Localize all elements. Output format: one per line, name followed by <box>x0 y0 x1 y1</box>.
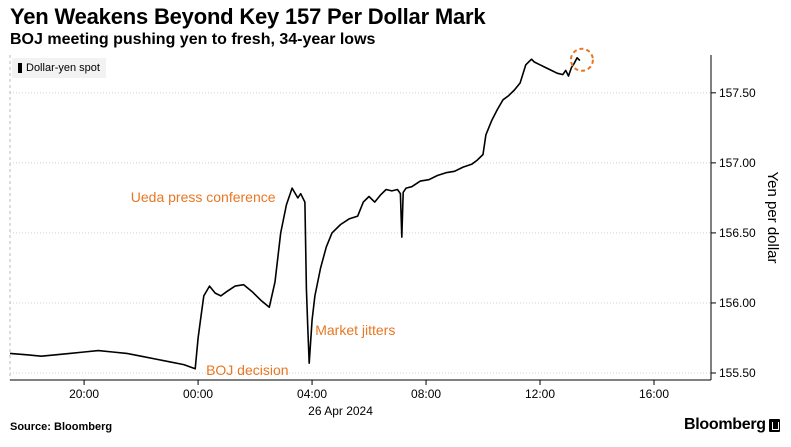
x-tick-label: 08:00 <box>411 387 441 401</box>
latest-value-highlight-circle <box>569 47 594 72</box>
legend-label: Dollar-yen spot <box>26 62 100 74</box>
brand-name: Bloomberg <box>684 416 766 433</box>
x-tick-label: 04:00 <box>297 387 327 401</box>
y-tick-label: 156.00 <box>719 296 756 310</box>
x-axis-date-label: 26 Apr 2024 <box>308 404 373 418</box>
series-line-dollar-yen <box>9 57 581 370</box>
chart-title: Yen Weakens Beyond Key 157 Per Dollar Ma… <box>10 4 486 29</box>
y-axis-title: Yen per dollar <box>764 171 781 263</box>
bloomberg-terminal-icon <box>768 418 780 432</box>
x-tick-label: 20:00 <box>69 387 99 401</box>
chart-subtitle: BOJ meeting pushing yen to fresh, 34-yea… <box>10 31 376 48</box>
y-tick-label: 157.00 <box>719 156 756 170</box>
legend-swatch <box>18 63 22 73</box>
annotation-label: BOJ decision <box>206 362 288 378</box>
y-tick-label: 157.50 <box>719 86 756 100</box>
y-tick-label: 155.50 <box>719 366 756 380</box>
x-tick-label: 12:00 <box>525 387 555 401</box>
brand-logo: Bloomberg <box>684 416 780 434</box>
x-tick-label: 16:00 <box>639 387 669 401</box>
source-note: Source: Bloomberg <box>10 421 113 433</box>
annotation-label: Ueda press conference <box>131 189 276 205</box>
y-tick-label: 156.50 <box>719 226 756 240</box>
annotation-label: Market jitters <box>315 322 395 338</box>
x-tick-label: 00:00 <box>183 387 213 401</box>
legend: Dollar-yen spot <box>12 58 106 78</box>
